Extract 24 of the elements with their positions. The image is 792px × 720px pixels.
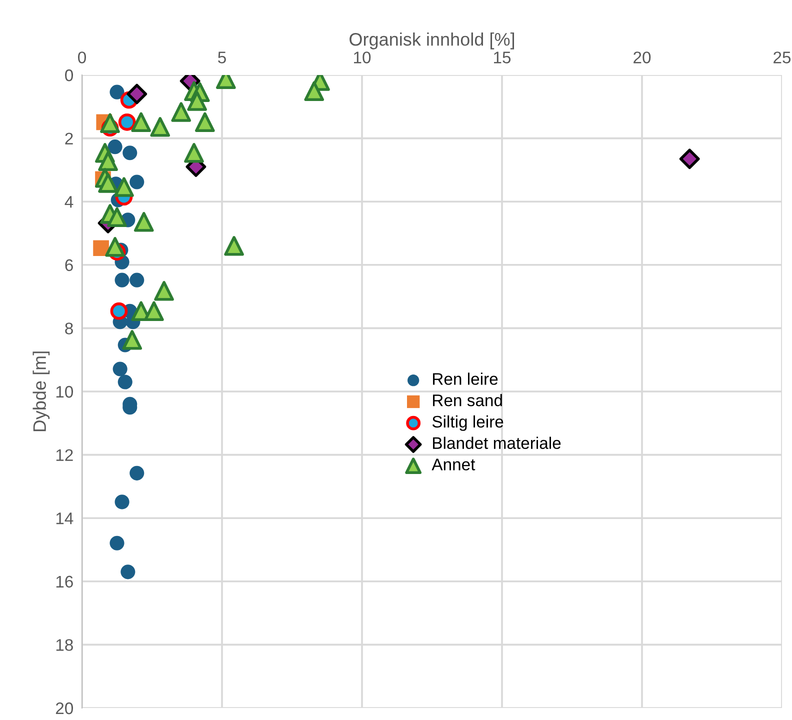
y-axis-title: Dybde [m]	[32, 352, 50, 432]
y-tick-label: 14	[56, 512, 74, 524]
y-tick-label: 2	[65, 132, 73, 144]
x-tick-label: 10	[354, 52, 371, 64]
y-tick-label: 0	[65, 69, 74, 82]
y-tick-label: 8	[65, 322, 73, 334]
x-axis-title: Organisk innhold [%]	[350, 32, 514, 50]
x-tick-label: 5	[218, 52, 226, 64]
y-tick-label: 20	[56, 702, 74, 714]
y-tick-label: 10	[56, 386, 74, 398]
legend-label: Annet	[432, 458, 476, 470]
legend-label: Siltig leire	[432, 415, 504, 431]
legend-label: Ren leire	[433, 372, 498, 385]
x-tick-label: 0	[78, 52, 86, 64]
y-tick-label: 4	[64, 196, 74, 208]
legend-label: Blandet materiale	[433, 436, 561, 449]
y-tick-label: 6	[65, 259, 73, 272]
y-tick-label: 12	[56, 449, 73, 461]
x-tick-label: 25	[774, 52, 791, 64]
x-tick-label: 20	[634, 52, 651, 64]
x-tick-label: 15	[494, 52, 511, 64]
y-tick-label: 18	[56, 639, 73, 651]
y-tick-label: 16	[56, 576, 73, 588]
legend-label: Ren sand	[433, 394, 502, 406]
